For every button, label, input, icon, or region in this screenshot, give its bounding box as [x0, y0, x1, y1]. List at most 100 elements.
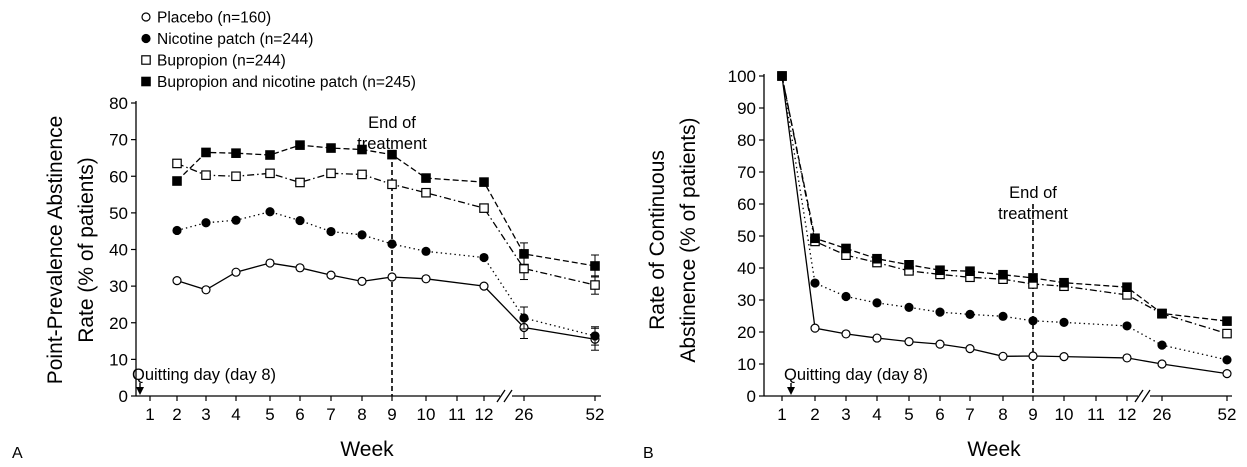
y-tick-label: 50 [737, 227, 756, 246]
quitting-day-arrowhead [136, 387, 144, 395]
x-tick-label: 6 [935, 405, 944, 424]
series-square-filled [777, 71, 1232, 326]
data-point [295, 263, 305, 273]
x-tick-label: 2 [172, 405, 181, 424]
data-point [1222, 369, 1232, 379]
y-tick-label: 50 [109, 204, 128, 223]
data-point [904, 302, 914, 312]
legend-label: Bupropion and nicotine patch (n=245) [157, 74, 416, 91]
x-tick-label: 7 [326, 405, 335, 424]
series-circle-open [777, 71, 1232, 379]
x-tick-label: 12 [475, 405, 494, 424]
y-axis-title: Abstinence (% of patients) [677, 117, 700, 362]
x-tick-label: 11 [448, 405, 466, 424]
series-square-open [172, 158, 600, 295]
y-tick-label: 60 [109, 167, 128, 186]
y-tick-label: 60 [737, 195, 756, 214]
legend-marker [141, 33, 151, 44]
data-point [421, 173, 431, 183]
series-square-filled [172, 140, 600, 278]
data-point [935, 307, 945, 317]
quitting-day-arrowhead [787, 387, 795, 395]
x-tick-label: 9 [1028, 405, 1037, 424]
data-point [357, 144, 367, 155]
data-point [841, 243, 851, 254]
data-point [479, 203, 489, 213]
data-point [1157, 308, 1167, 319]
data-point [172, 276, 182, 286]
data-point [904, 260, 914, 270]
y-axis-title: Rate of Continuous [646, 150, 669, 330]
data-point [998, 269, 1008, 280]
y-tick-label: 30 [737, 291, 756, 310]
series-line [781, 75, 1228, 375]
data-point [265, 258, 275, 268]
legend-label: Bupropion (n=244) [157, 53, 286, 70]
data-point [387, 149, 397, 160]
data-point [201, 285, 211, 295]
data-point [421, 246, 431, 256]
x-tick-label: 11 [1087, 405, 1105, 424]
panel-letter-a: A [12, 445, 23, 462]
series-circle-filled [777, 71, 1232, 365]
legend-marker [141, 12, 151, 22]
panel-letter-b: B [643, 445, 654, 462]
axis-break-mark [496, 389, 506, 403]
data-point [935, 265, 945, 276]
data-point [479, 281, 489, 291]
series-line [176, 262, 596, 340]
data-point [1222, 355, 1232, 365]
y-tick-label: 30 [109, 277, 128, 296]
y-axis-title: Rate (% of patients) [75, 157, 98, 343]
data-point [387, 272, 397, 282]
x-tick-label: 5 [265, 405, 274, 424]
data-point [387, 239, 397, 249]
series-circle-open [172, 258, 600, 351]
data-point [1059, 277, 1069, 288]
data-point [872, 333, 882, 343]
end-of-treatment-label: End of [368, 114, 416, 132]
legend: Placebo (n=160) Nicotine patch (n=244) Bup… [141, 10, 416, 91]
series-line [781, 75, 1228, 322]
legend-label: Nicotine patch (n=244) [157, 31, 313, 48]
y-tick-label: 90 [737, 99, 756, 118]
x-tick-label: 10 [417, 405, 436, 424]
data-point [265, 168, 275, 179]
data-point [1028, 273, 1038, 283]
data-point [810, 233, 820, 244]
data-point [201, 218, 211, 228]
y-tick-label: 40 [737, 259, 756, 278]
data-point [904, 337, 914, 347]
series-line [176, 162, 596, 286]
data-point [1157, 340, 1167, 350]
data-point [590, 280, 600, 290]
data-point [1028, 316, 1038, 326]
data-point [231, 267, 241, 277]
data-point [295, 140, 305, 150]
data-point [201, 147, 211, 158]
data-point [326, 270, 336, 280]
data-point [810, 278, 820, 288]
y-tick-label: 20 [737, 323, 756, 342]
data-point [965, 266, 975, 276]
x-tick-label: 1 [145, 405, 154, 424]
y-tick-label: 80 [109, 94, 128, 113]
data-point [231, 215, 241, 225]
y-tick-label: 80 [737, 131, 756, 150]
end-of-treatment-label: End of [1009, 184, 1057, 202]
data-point [998, 311, 1008, 321]
axis-break-mark [1141, 389, 1151, 403]
x-tick-label: 10 [1055, 405, 1074, 424]
data-point [1059, 317, 1069, 327]
data-point [872, 298, 882, 308]
x-tick-label: 8 [357, 405, 366, 424]
data-point [172, 225, 182, 236]
x-tick-label: 52 [586, 405, 605, 424]
data-point [231, 148, 241, 158]
x-tick-label: 6 [295, 405, 304, 424]
y-tick-label: 0 [747, 387, 756, 406]
